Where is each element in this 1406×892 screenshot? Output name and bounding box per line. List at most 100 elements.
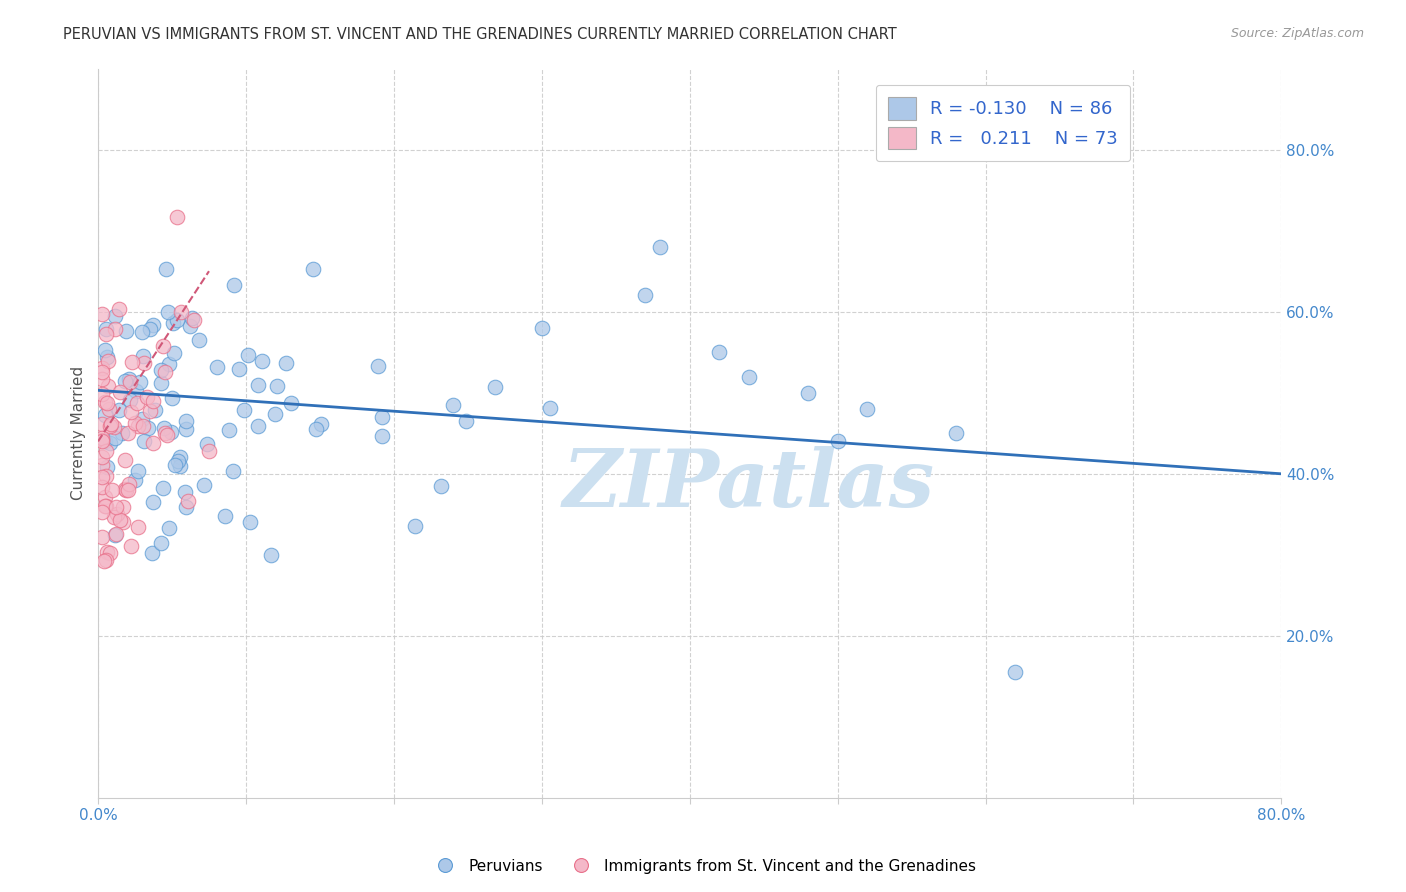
Point — [91, 434, 114, 448]
Point — [91, 307, 114, 321]
Point — [91, 530, 114, 544]
Point — [96, 395, 118, 409]
Point — [94, 490, 117, 504]
Point — [129, 375, 152, 389]
Point — [105, 500, 128, 515]
Point — [484, 380, 506, 394]
Point — [94, 553, 117, 567]
Point — [94, 499, 117, 513]
Point — [162, 316, 184, 330]
Point — [266, 378, 288, 392]
Point — [108, 301, 131, 316]
Point — [117, 426, 139, 441]
Point — [94, 408, 117, 422]
Point — [120, 539, 142, 553]
Point — [205, 359, 228, 374]
Point — [91, 458, 114, 472]
Point — [127, 419, 149, 434]
Point — [634, 288, 657, 302]
Point — [174, 485, 197, 500]
Point — [239, 516, 262, 530]
Point — [179, 319, 201, 334]
Point — [115, 483, 138, 497]
Point — [142, 318, 165, 332]
Point — [221, 464, 243, 478]
Point — [797, 385, 820, 400]
Point — [127, 396, 149, 410]
Point — [136, 421, 159, 435]
Point — [247, 378, 270, 392]
Point — [441, 398, 464, 412]
Point — [115, 324, 138, 338]
Point — [131, 325, 153, 339]
Point — [214, 508, 236, 523]
Point — [91, 505, 114, 519]
Point — [371, 428, 394, 442]
Point — [150, 363, 173, 377]
Point — [131, 419, 153, 434]
Point — [118, 392, 141, 407]
Point — [157, 521, 180, 535]
Point — [91, 417, 114, 432]
Point — [105, 507, 128, 521]
Point — [157, 305, 180, 319]
Point — [738, 369, 761, 384]
Point — [135, 390, 157, 404]
Point — [91, 479, 114, 493]
Point — [118, 477, 141, 491]
Point — [111, 500, 134, 515]
Point — [143, 403, 166, 417]
Point — [260, 548, 283, 562]
Point — [121, 355, 143, 369]
Point — [94, 469, 117, 483]
Point — [120, 405, 142, 419]
Point — [302, 261, 325, 276]
Point — [94, 326, 117, 341]
Point — [153, 365, 176, 379]
Point — [1004, 665, 1026, 680]
Point — [945, 426, 967, 441]
Point — [157, 357, 180, 371]
Point — [98, 435, 121, 450]
Point — [97, 354, 120, 368]
Point — [114, 453, 136, 467]
Point — [181, 311, 204, 326]
Text: Source: ZipAtlas.com: Source: ZipAtlas.com — [1230, 27, 1364, 40]
Point — [650, 240, 672, 254]
Point — [91, 469, 114, 483]
Legend: Peruvians, Immigrants from St. Vincent and the Grenadines: Peruvians, Immigrants from St. Vincent a… — [425, 853, 981, 880]
Point — [142, 494, 165, 508]
Point — [100, 418, 122, 433]
Point — [131, 349, 153, 363]
Point — [108, 385, 131, 400]
Point — [104, 310, 127, 324]
Point — [193, 477, 215, 491]
Point — [160, 392, 183, 406]
Point — [91, 433, 114, 447]
Point — [91, 431, 114, 445]
Point — [117, 483, 139, 497]
Point — [142, 436, 165, 450]
Point — [456, 414, 478, 428]
Point — [174, 414, 197, 428]
Point — [263, 407, 285, 421]
Point — [96, 350, 118, 364]
Point — [93, 554, 115, 568]
Point — [170, 305, 193, 319]
Point — [141, 546, 163, 560]
Point — [142, 393, 165, 408]
Point — [150, 536, 173, 550]
Point — [827, 434, 849, 449]
Point — [134, 356, 156, 370]
Point — [218, 423, 240, 437]
Point — [91, 372, 114, 386]
Point — [91, 450, 114, 464]
Point — [110, 513, 132, 527]
Point — [174, 422, 197, 436]
Point — [156, 428, 179, 442]
Point — [538, 401, 561, 415]
Point — [311, 417, 333, 431]
Point — [280, 396, 302, 410]
Point — [127, 464, 149, 478]
Point — [112, 515, 135, 529]
